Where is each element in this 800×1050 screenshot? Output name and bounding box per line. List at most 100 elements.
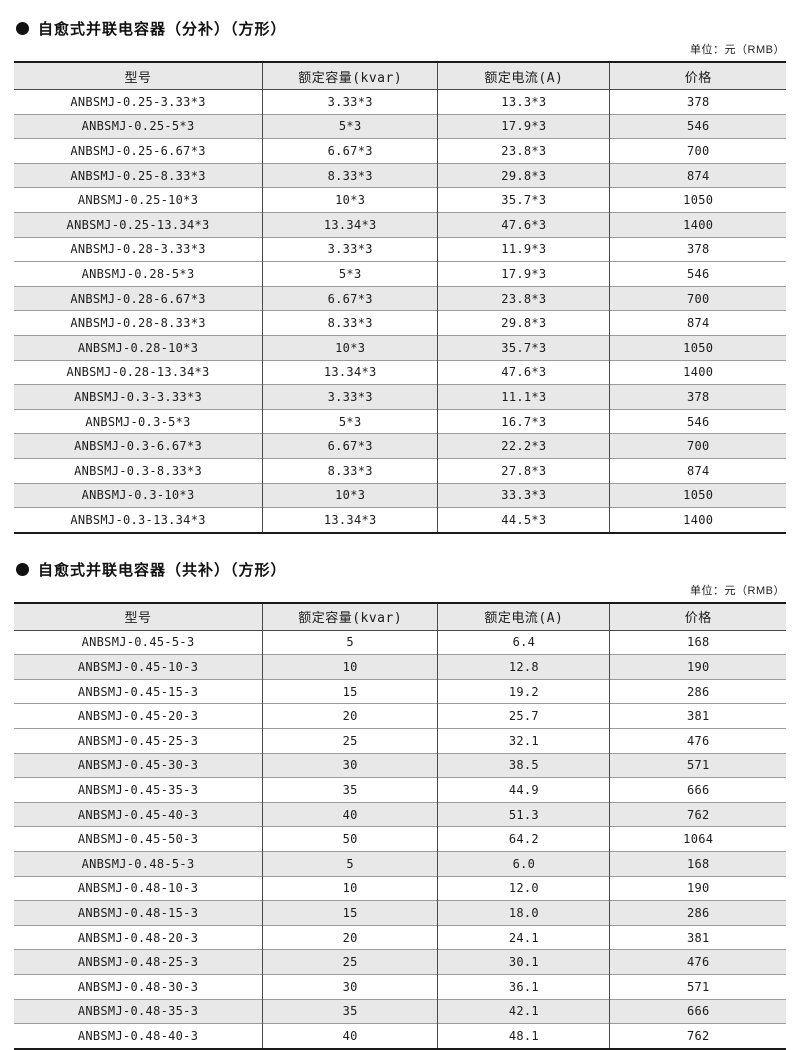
current-cell: 12.0 [437,875,610,901]
col-header-current: 额定电流(A) [437,601,610,631]
capacity-cell: 10*3 [262,187,438,213]
model-cell: ANBSMJ-0.28-6.67*3 [14,285,263,311]
table-row: ANBSMJ-0.45-20-3 20 25.7 381 [14,703,786,729]
current-cell: 30.1 [437,949,610,975]
model-cell: ANBSMJ-0.25-6.67*3 [14,138,263,164]
current-cell: 13.3*3 [437,89,610,115]
model-cell: ANBSMJ-0.48-40-3 [14,1023,263,1050]
model-cell: ANBSMJ-0.45-25-3 [14,728,263,754]
current-cell: 64.2 [437,826,610,852]
header-row: 型号 额定容量(kvar) 额定电流(A) 价格 [14,601,786,631]
price-cell: 874 [609,162,786,188]
section-common-compensation: 自愈式并联电容器（共补）（方形） 单位：元（RMB） 型号 额定容量(kvar)… [14,559,786,1050]
model-cell: ANBSMJ-0.45-35-3 [14,777,263,803]
model-cell: ANBSMJ-0.45-10-3 [14,654,263,680]
current-cell: 25.7 [437,703,610,729]
table-row: ANBSMJ-0.28-8.33*3 8.33*3 29.8*3 874 [14,310,786,336]
table-row: ANBSMJ-0.25-3.33*3 3.33*3 13.3*3 378 [14,89,786,115]
price-cell: 190 [609,654,786,680]
capacity-cell: 35 [262,777,438,803]
capacity-cell: 6.67*3 [262,433,438,459]
model-cell: ANBSMJ-0.45-5-3 [14,629,263,655]
capacity-cell: 5 [262,851,438,877]
table-row: ANBSMJ-0.25-10*3 10*3 35.7*3 1050 [14,187,786,213]
model-cell: ANBSMJ-0.48-35-3 [14,998,263,1024]
price-cell: 168 [609,851,786,877]
price-cell: 1050 [609,482,786,508]
table-row: ANBSMJ-0.45-50-3 50 64.2 1064 [14,826,786,852]
price-cell: 546 [609,261,786,287]
col-header-capacity: 额定容量(kvar) [262,61,438,90]
current-cell: 48.1 [437,1023,610,1050]
model-cell: ANBSMJ-0.3-3.33*3 [14,384,263,410]
capacity-cell: 10*3 [262,482,438,508]
price-cell: 762 [609,801,786,827]
unit-label: 单位：元（RMB） [690,584,785,597]
capacity-cell: 5*3 [262,261,438,287]
table-row: ANBSMJ-0.45-35-3 35 44.9 666 [14,777,786,803]
table-row: ANBSMJ-0.25-8.33*3 8.33*3 29.8*3 874 [14,162,786,188]
price-cell: 1064 [609,826,786,852]
table-row: ANBSMJ-0.3-10*3 10*3 33.3*3 1050 [14,482,786,508]
price-table-split: 型号 额定容量(kvar) 额定电流(A) 价格 ANBSMJ-0.25-3.3… [14,61,786,534]
capacity-cell: 25 [262,728,438,754]
current-cell: 35.7*3 [437,334,610,361]
current-cell: 16.7*3 [437,408,610,434]
current-cell: 23.8*3 [437,285,610,311]
capacity-cell: 5*3 [262,113,438,139]
capacity-cell: 13.34*3 [262,211,438,238]
table-row: ANBSMJ-0.48-40-3 40 48.1 762 [14,1023,786,1050]
capacity-cell: 5*3 [262,408,438,434]
model-cell: ANBSMJ-0.25-10*3 [14,187,263,213]
price-cell: 1050 [609,334,786,361]
col-header-model: 型号 [14,601,263,631]
current-cell: 19.2 [437,678,610,704]
model-cell: ANBSMJ-0.45-20-3 [14,703,263,729]
model-cell: ANBSMJ-0.48-15-3 [14,900,263,926]
capacity-cell: 8.33*3 [262,310,438,336]
section-title: 自愈式并联电容器（分补）（方形） [38,21,287,38]
price-cell: 476 [609,728,786,754]
col-header-capacity: 额定容量(kvar) [262,601,438,631]
price-cell: 1050 [609,187,786,213]
table-row: ANBSMJ-0.45-40-3 40 51.3 762 [14,801,786,827]
current-cell: 11.9*3 [437,236,610,262]
current-cell: 22.2*3 [437,433,610,459]
section-title: 自愈式并联电容器（共补）（方形） [38,561,287,579]
table-row: ANBSMJ-0.48-15-3 15 18.0 286 [14,900,786,926]
capacity-cell: 35 [262,998,438,1024]
current-cell: 24.1 [437,924,610,950]
col-header-current: 额定电流(A) [437,61,610,90]
price-cell: 286 [609,900,786,926]
model-cell: ANBSMJ-0.45-15-3 [14,678,263,704]
price-cell: 874 [609,310,786,336]
price-table-common: 型号 额定容量(kvar) 额定电流(A) 价格 ANBSMJ-0.45-5-3… [14,601,786,1050]
model-cell: ANBSMJ-0.45-50-3 [14,826,263,852]
capacity-cell: 40 [262,801,438,827]
price-cell: 381 [609,924,786,950]
model-cell: ANBSMJ-0.28-3.33*3 [14,236,263,262]
model-cell: ANBSMJ-0.3-10*3 [14,482,263,508]
model-cell: ANBSMJ-0.25-13.34*3 [14,211,263,238]
capacity-cell: 3.33*3 [262,236,438,262]
current-cell: 27.8*3 [437,457,610,483]
model-cell: ANBSMJ-0.25-8.33*3 [14,162,263,188]
table-row: ANBSMJ-0.45-5-3 5 6.4 168 [14,629,786,655]
table-row: ANBSMJ-0.48-35-3 35 42.1 666 [14,998,786,1024]
capacity-cell: 3.33*3 [262,384,438,410]
table-row: ANBSMJ-0.3-13.34*3 13.34*3 44.5*3 1400 [14,507,786,534]
model-cell: ANBSMJ-0.3-13.34*3 [14,507,263,534]
model-cell: ANBSMJ-0.48-5-3 [14,851,263,877]
current-cell: 36.1 [437,974,610,1000]
section-header: 自愈式并联电容器（共补）（方形） [16,559,786,580]
capacity-cell: 5 [262,629,438,655]
current-cell: 18.0 [437,900,610,926]
table-row: ANBSMJ-0.3-5*3 5*3 16.7*3 546 [14,408,786,434]
current-cell: 29.8*3 [437,310,610,336]
model-cell: ANBSMJ-0.28-13.34*3 [14,359,263,385]
current-cell: 11.1*3 [437,384,610,410]
price-cell: 168 [609,629,786,655]
table-row: ANBSMJ-0.28-5*3 5*3 17.9*3 546 [14,261,786,287]
table-row: ANBSMJ-0.25-5*3 5*3 17.9*3 546 [14,113,786,139]
